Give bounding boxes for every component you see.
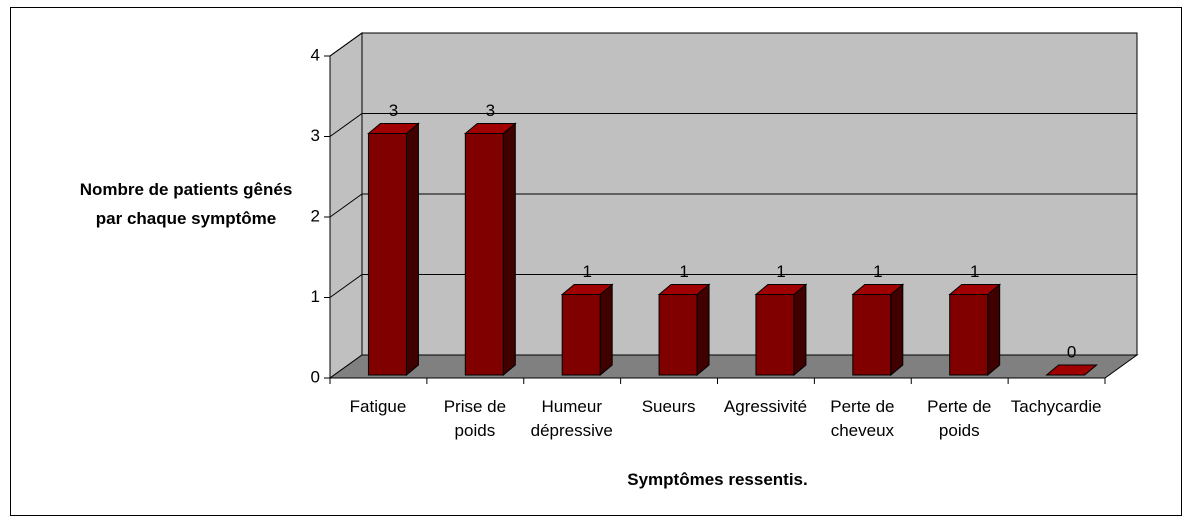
bar-front <box>755 294 795 376</box>
grid-line <box>329 193 1137 218</box>
bar-side <box>405 122 419 377</box>
grid-line <box>329 274 1137 298</box>
value-label: 0 <box>1067 342 1076 361</box>
bar-side <box>696 283 710 377</box>
bar-side <box>987 283 1001 377</box>
bar-side <box>502 122 516 377</box>
grid-line <box>329 113 1137 137</box>
y-tick-label: 0 <box>311 367 320 386</box>
y-tick-label: 2 <box>311 206 320 225</box>
x-tick-label: Agressivité <box>723 397 808 416</box>
bar <box>367 122 420 377</box>
x-tick-label: Humeur dépressive <box>530 397 613 440</box>
bar <box>463 122 517 377</box>
x-tick-label: Perte de poids <box>927 397 992 440</box>
y-tick-label: 3 <box>311 126 320 145</box>
bar-front <box>367 133 407 376</box>
y-tick-label: 4 <box>311 45 320 64</box>
y-axis-label: Nombre de patients gênés par chaque symp… <box>79 180 293 228</box>
bar-side <box>890 283 904 377</box>
x-tick-label: Perte de cheveux <box>830 397 895 440</box>
bar-front <box>852 294 892 376</box>
bar <box>1045 364 1098 376</box>
bar <box>948 283 1002 377</box>
grid-line <box>329 32 1137 57</box>
y-tick-label: 1 <box>311 287 320 306</box>
x-axis-label: Symptômes ressentis. <box>627 470 808 489</box>
bar-front <box>658 294 698 376</box>
value-label: 1 <box>679 262 688 281</box>
bar <box>754 283 808 377</box>
value-label: 1 <box>582 262 591 281</box>
bar-top <box>1045 364 1098 376</box>
bar-side <box>793 283 807 377</box>
bar <box>657 283 711 377</box>
value-label: 1 <box>873 262 882 281</box>
bar <box>851 283 905 377</box>
x-tick-label: Fatigue <box>349 397 407 416</box>
x-tick-label: Prise de poids <box>443 397 507 440</box>
floor <box>328 354 1139 379</box>
bar-front <box>561 294 601 376</box>
value-label: 3 <box>486 101 495 120</box>
value-label: 1 <box>776 262 785 281</box>
bar-front <box>949 294 989 376</box>
bar-side <box>599 283 613 377</box>
value-label: 3 <box>389 101 398 120</box>
bar-front <box>464 133 504 376</box>
x-tick-label: Sueurs <box>641 397 696 416</box>
bar <box>560 283 614 377</box>
x-tick-label: Tachycardie <box>1010 397 1102 416</box>
value-label: 1 <box>970 262 979 281</box>
